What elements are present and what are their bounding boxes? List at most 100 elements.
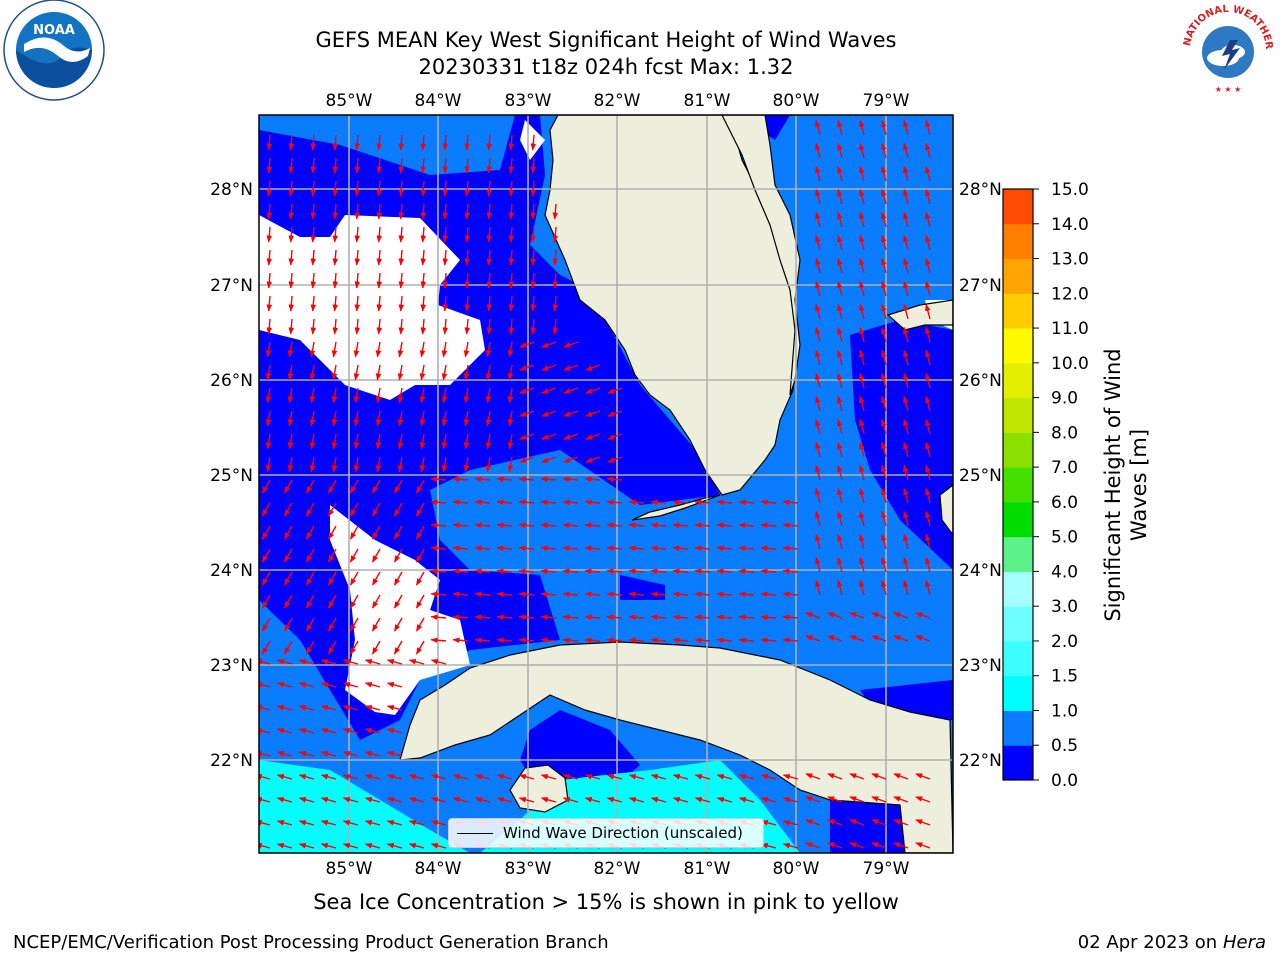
wind-wave-arrow [815, 349, 821, 366]
wind-wave-arrow [364, 774, 381, 780]
wind-wave-arrow [486, 249, 493, 266]
wind-wave-arrow [353, 387, 360, 404]
wind-wave-arrow [541, 410, 557, 417]
lat-label-right: 27°N [959, 276, 1002, 296]
wind-wave-arrow [805, 635, 821, 642]
wind-wave-arrow [507, 410, 514, 427]
wind-wave-arrow [419, 410, 426, 427]
wind-wave-arrow [310, 134, 317, 151]
colorbar-bin [1003, 328, 1033, 364]
wind-wave-arrow [430, 499, 447, 506]
wind-wave-arrow [259, 797, 271, 803]
wind-wave-arrow [606, 545, 623, 552]
wind-wave-arrow [782, 499, 799, 506]
wind-wave-arrow [859, 579, 865, 596]
wind-wave-arrow [474, 637, 491, 644]
wind-wave-arrow [903, 188, 909, 205]
wind-wave-arrow [353, 341, 360, 358]
wind-wave-arrow [283, 594, 293, 609]
wind-wave-arrow [288, 295, 295, 312]
wind-wave-arrow [298, 751, 315, 757]
wind-wave-arrow [442, 249, 449, 266]
colorbar-tick-label: 7.0 [1051, 458, 1078, 478]
wind-wave-arrow [837, 441, 843, 458]
wind-wave-arrow [430, 568, 447, 575]
wind-wave-arrow [463, 364, 470, 381]
wind-wave-arrow [782, 797, 799, 803]
footer-host: Hera [1222, 932, 1266, 953]
wind-wave-arrow [463, 387, 470, 404]
lon-label-top: 81°W [684, 91, 731, 111]
wind-wave-arrow [309, 410, 316, 427]
wind-wave-arrow [386, 820, 403, 826]
wind-wave-arrow [310, 203, 317, 220]
wind-wave-arrow [782, 591, 799, 598]
wind-wave-arrow [415, 548, 425, 563]
wind-wave-arrow [915, 796, 931, 803]
wind-wave-arrow [925, 257, 931, 274]
wind-wave-arrow [837, 234, 843, 251]
wind-wave-arrow [508, 203, 515, 220]
wind-wave-arrow [915, 842, 931, 849]
wind-wave-arrow [371, 479, 381, 494]
colorbar-label: Significant Height of Wind Waves [m] [1101, 348, 1151, 622]
colorbar-tick-label: 2.0 [1051, 632, 1078, 652]
wind-wave-arrow [881, 464, 887, 481]
wind-wave-arrow [628, 614, 645, 621]
wind-wave-arrow [496, 591, 513, 598]
wind-wave-arrow [452, 637, 469, 644]
wind-wave-arrow [859, 280, 865, 297]
wind-wave-arrow [519, 387, 535, 394]
wind-wave-arrow [881, 280, 887, 297]
wind-wave-arrow [562, 522, 579, 529]
lon-label-top: 79°W [863, 91, 910, 111]
wind-wave-arrow [393, 594, 403, 609]
wind-wave-arrow [452, 797, 469, 803]
wind-wave-arrow [441, 364, 448, 381]
wind-wave-arrow [474, 499, 491, 506]
wind-wave-arrow [881, 372, 887, 389]
wind-wave-arrow [261, 617, 271, 632]
wind-wave-arrow [283, 640, 293, 655]
wind-wave-arrow [342, 659, 359, 665]
lon-label-bottom: 81°W [684, 859, 731, 879]
wind-wave-arrow [310, 318, 317, 335]
wind-wave-arrow [496, 522, 513, 529]
footer-date-text: 02 Apr 2023 on [1077, 932, 1218, 953]
wind-wave-arrow [276, 659, 293, 665]
wind-wave-arrow [672, 522, 689, 529]
wind-wave-arrow [508, 295, 515, 312]
wind-wave-arrow [485, 341, 492, 358]
wind-wave-arrow [331, 456, 338, 473]
wind-wave-arrow [364, 797, 381, 803]
wind-wave-arrow [530, 203, 537, 220]
wind-wave-arrow [259, 728, 271, 734]
wind-wave-arrow [288, 272, 295, 289]
wind-wave-arrow [760, 797, 777, 803]
wind-wave-arrow [287, 410, 294, 427]
wind-wave-arrow [386, 843, 403, 849]
wind-wave-arrow [419, 456, 426, 473]
wind-wave-arrow [837, 326, 843, 343]
wind-wave-arrow [397, 433, 404, 450]
wind-wave-arrow [815, 441, 821, 458]
wind-wave-arrow [562, 797, 579, 803]
wind-wave-arrow [518, 568, 535, 575]
colorbar-bin [1003, 223, 1033, 260]
wind-wave-arrow [837, 119, 843, 136]
wind-wave-arrow [420, 318, 427, 335]
wind-wave-arrow [881, 349, 887, 366]
wind-wave-arrow [349, 525, 359, 540]
wind-wave-arrow [393, 617, 403, 632]
wind-wave-arrow [849, 819, 865, 826]
wind-wave-arrow [327, 479, 337, 494]
lat-label-right: 22°N [959, 751, 1002, 771]
wind-wave-arrow [563, 456, 579, 463]
wind-wave-arrow [562, 774, 579, 780]
wind-wave-arrow [485, 433, 492, 450]
lon-label-bottom: 84°W [415, 859, 462, 879]
wind-wave-arrow [859, 142, 865, 159]
wind-wave-arrow [386, 659, 403, 665]
wind-wave-arrow [441, 456, 448, 473]
wind-wave-arrow [342, 820, 359, 826]
